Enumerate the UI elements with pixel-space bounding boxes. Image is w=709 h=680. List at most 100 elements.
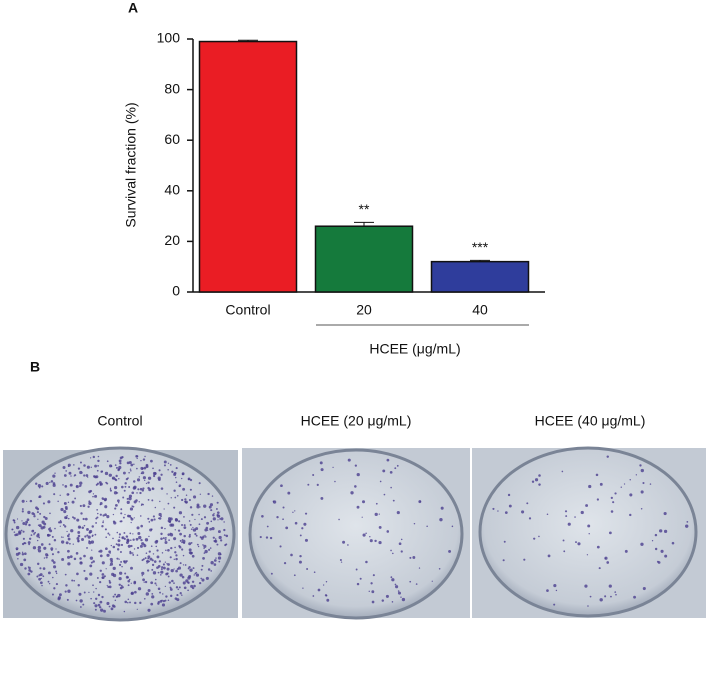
colony <box>553 603 556 606</box>
colony <box>26 500 28 503</box>
colony <box>128 494 133 498</box>
colony <box>37 545 42 550</box>
colony <box>659 529 663 533</box>
colony <box>189 478 193 482</box>
colony <box>175 586 179 589</box>
colony <box>223 521 225 523</box>
colony <box>130 582 132 584</box>
colony <box>150 528 153 531</box>
colony <box>144 479 146 482</box>
colony <box>130 544 133 548</box>
colony <box>51 553 54 556</box>
colony <box>24 523 28 526</box>
colony <box>151 563 155 567</box>
colony <box>167 548 170 552</box>
colony <box>133 485 137 489</box>
colony <box>179 532 182 536</box>
colony <box>108 550 112 554</box>
colony <box>126 497 129 500</box>
colony <box>151 487 154 490</box>
colony <box>114 504 118 507</box>
y-axis-label: Survival fraction (%) <box>123 102 139 227</box>
colony <box>413 522 416 525</box>
photo-caption: HCEE (40 μg/mL) <box>535 413 646 429</box>
colony <box>604 595 607 598</box>
colony <box>546 513 549 516</box>
colony <box>99 606 102 609</box>
colony <box>151 595 155 599</box>
colony <box>130 566 133 570</box>
colony <box>171 579 174 583</box>
colony <box>193 584 196 588</box>
colony <box>21 551 24 554</box>
colony <box>87 505 90 508</box>
colony <box>55 572 58 575</box>
colony <box>42 567 46 570</box>
colony <box>588 533 590 535</box>
colony <box>201 578 205 582</box>
colony <box>167 563 170 566</box>
colony <box>503 540 506 543</box>
colony <box>169 588 173 591</box>
colony <box>38 524 42 528</box>
colony <box>197 545 200 548</box>
colony <box>132 480 136 483</box>
colony <box>88 540 90 542</box>
colony <box>209 547 212 549</box>
colony <box>383 493 386 496</box>
colony <box>136 526 140 530</box>
colony <box>154 506 157 509</box>
colony <box>54 527 56 530</box>
colony <box>146 569 150 572</box>
colony <box>609 531 612 535</box>
colony <box>223 534 226 537</box>
colony <box>385 594 389 598</box>
colony <box>282 506 285 509</box>
colony <box>21 520 23 522</box>
colony <box>415 583 418 585</box>
panel-label: B <box>30 359 40 375</box>
colony <box>319 461 323 465</box>
colony <box>316 483 319 486</box>
colony <box>112 573 117 578</box>
colony <box>163 460 167 464</box>
colony <box>183 524 186 527</box>
colony <box>142 458 146 461</box>
colony <box>54 472 56 474</box>
colony <box>66 530 68 533</box>
colony <box>355 568 358 571</box>
colony <box>126 514 130 518</box>
colony <box>67 555 71 559</box>
colony <box>299 534 302 537</box>
colony <box>166 493 168 495</box>
colony <box>158 469 161 472</box>
colony <box>128 496 132 501</box>
colony <box>175 557 178 561</box>
colony <box>101 595 104 599</box>
colony <box>176 598 180 602</box>
colony <box>45 553 49 557</box>
colony <box>114 478 117 481</box>
colony <box>36 511 39 514</box>
colony <box>280 484 283 488</box>
colony <box>177 566 182 570</box>
colony <box>304 538 308 542</box>
colony <box>224 544 227 547</box>
colony <box>53 565 57 569</box>
colony <box>92 455 96 459</box>
colony <box>555 589 558 592</box>
colony <box>184 498 187 501</box>
colony <box>438 567 441 570</box>
colony <box>575 541 577 543</box>
colony <box>114 464 117 466</box>
colony <box>94 608 97 611</box>
colony <box>187 477 191 481</box>
colony <box>99 554 103 558</box>
colony <box>214 538 217 540</box>
colony <box>38 486 41 489</box>
colony <box>41 584 43 587</box>
colony <box>390 486 392 489</box>
colony <box>160 570 164 574</box>
colony <box>64 573 67 576</box>
